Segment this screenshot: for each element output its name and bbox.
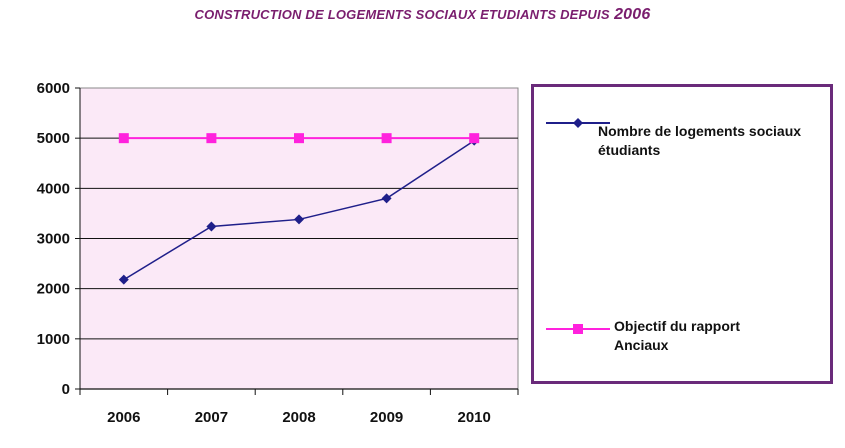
x-tick-label: 2009: [370, 409, 403, 426]
chart-title-year: 2006: [614, 6, 651, 23]
data-point-series-1: [381, 193, 392, 204]
x-tick-label: 2006: [107, 409, 140, 426]
data-point-series-2: [118, 133, 129, 144]
x-tick-label: 2008: [282, 409, 315, 426]
chart-title: CONSTRUCTION DE LOGEMENTS SOCIAUX ETUDIA…: [0, 6, 845, 24]
y-tick-label: 1000: [37, 331, 70, 348]
legend-label-series-1: Nombre de logements sociaux étudiants: [598, 123, 802, 158]
legend-label-series-2: Objectif du rapport Anciaux: [614, 318, 740, 353]
y-tick-label: 3000: [37, 231, 70, 248]
legend-marker-series-2: [546, 324, 610, 334]
x-tick-label: 2007: [195, 409, 228, 426]
legend-marker-series-1: [546, 118, 610, 128]
y-tick-label: 5000: [37, 130, 70, 147]
y-tick-label: 6000: [37, 80, 70, 97]
data-point-series-2: [294, 133, 304, 144]
y-tick-label: 0: [62, 381, 70, 398]
y-tick-label: 2000: [37, 281, 70, 298]
data-point-series-2: [206, 133, 217, 144]
data-point-series-1: [294, 214, 304, 225]
x-tick-label: 2010: [458, 409, 491, 426]
legend: Nombre de logements sociaux étudiants Ob…: [531, 84, 833, 384]
data-point-series-2: [381, 133, 392, 144]
y-tick-label: 4000: [37, 180, 70, 197]
chart-title-text: CONSTRUCTION DE LOGEMENTS SOCIAUX ETUDIA…: [194, 7, 610, 22]
data-point-series-1: [206, 221, 217, 232]
data-point-series-1: [118, 274, 129, 285]
data-point-series-2: [469, 133, 480, 144]
